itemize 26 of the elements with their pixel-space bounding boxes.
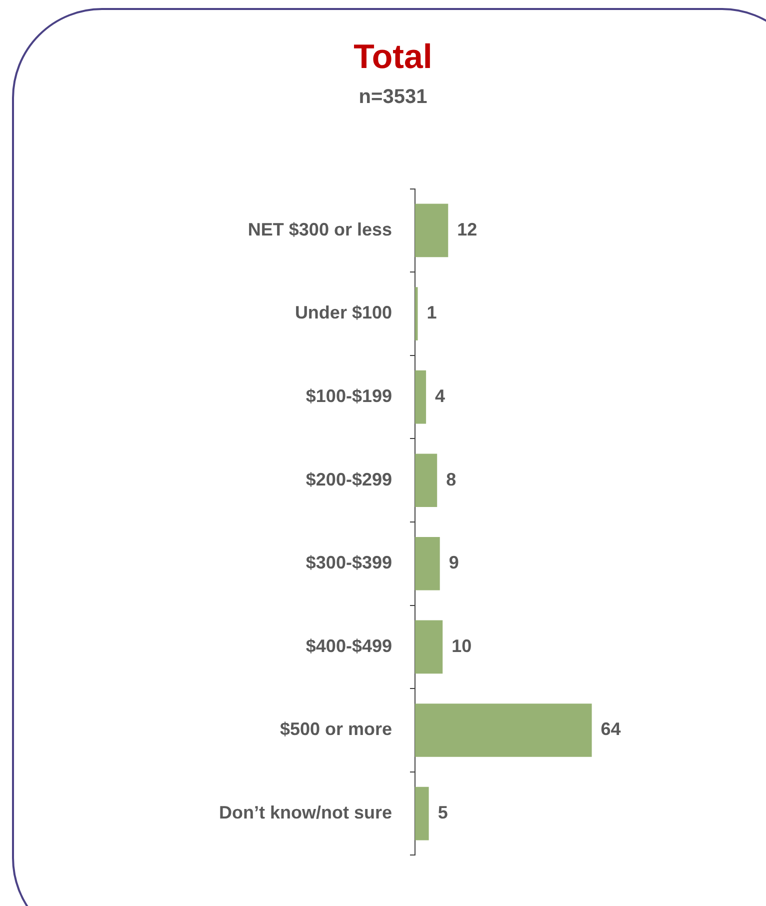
data-label: 1 [426,302,437,323]
chart-subtitle: n=3531 [358,86,428,109]
y-tick-label: $400-$499 [306,636,392,656]
bar [415,454,438,508]
data-label: 5 [438,802,448,823]
bar [415,204,448,258]
chart-title: Total [352,38,434,77]
bar [415,370,426,424]
y-tick-label: Don’t know/not sure [219,802,392,823]
bar [415,620,443,674]
data-label: 9 [448,552,459,573]
y-tick-label: $300-$399 [306,552,392,573]
data-label: 64 [600,719,621,740]
data-label: 4 [435,386,446,406]
data-label: 12 [457,219,478,240]
data-label: 10 [452,636,472,656]
bar [415,704,592,757]
y-tick-label: $100-$199 [306,386,392,406]
bar [415,786,429,840]
y-tick-label: $500 or more [280,719,392,740]
bar [415,536,440,590]
y-tick-label: $200-$299 [306,469,392,490]
y-tick-label: Under $100 [294,302,392,323]
data-label: 8 [446,469,456,490]
y-tick-label: NET $300 or less [248,219,392,240]
bar [415,287,418,340]
